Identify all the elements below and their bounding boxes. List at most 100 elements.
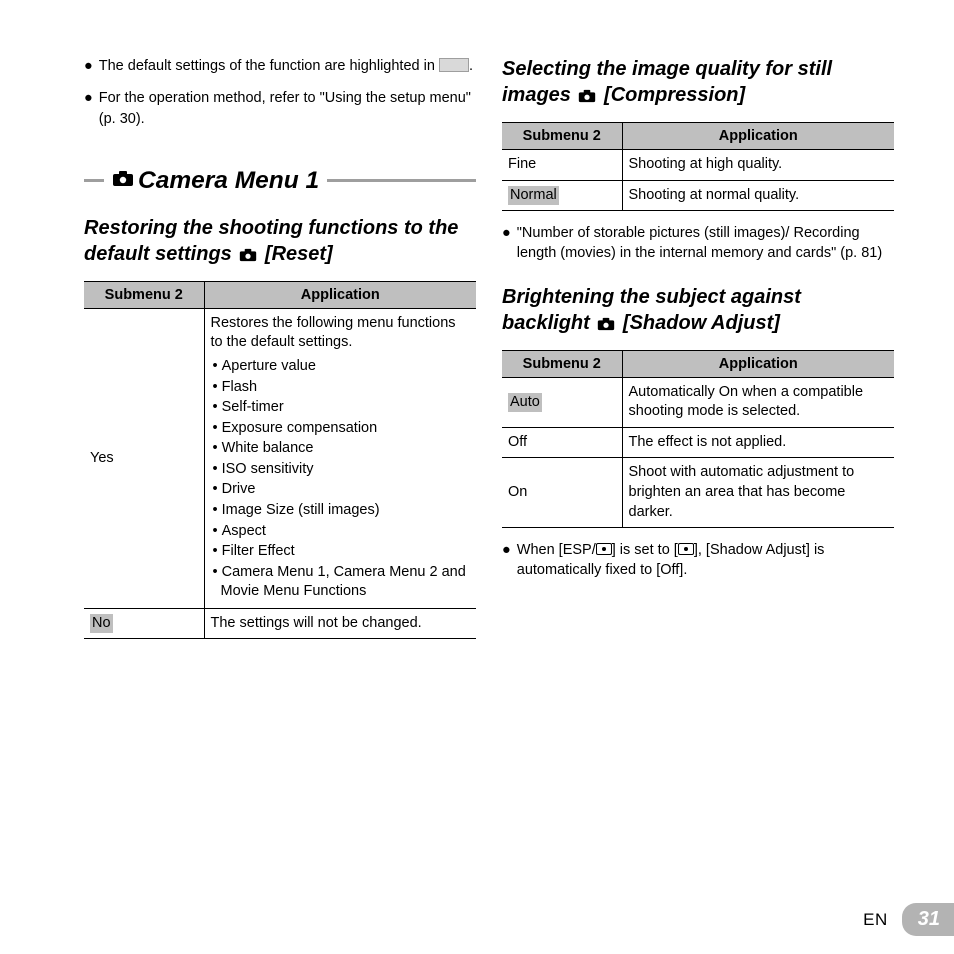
note-text: For the operation method, refer to "Usin… — [99, 88, 476, 129]
list-item: • Camera Menu 1, Camera Menu 2 and Movie… — [211, 563, 471, 602]
spot-metering-icon — [596, 543, 612, 555]
note-part-b: . — [469, 58, 473, 74]
cell-submenu: No — [84, 608, 204, 639]
cell-submenu: Auto — [502, 377, 622, 427]
spot-metering-icon — [678, 543, 694, 555]
list-item-label: Exposure compensation — [222, 420, 378, 436]
shadow-table: Submenu 2 Application Auto Automatically… — [502, 350, 894, 528]
table-header-row: Submenu 2 Application — [502, 350, 894, 377]
highlighted-default: No — [90, 614, 113, 634]
note-text: The default settings of the function are… — [99, 56, 476, 76]
heading-text-b: [Reset] — [259, 243, 332, 265]
list-item-label: Filter Effect — [222, 543, 295, 559]
highlight-swatch — [439, 58, 469, 72]
table-row: Auto Automatically On when a compatible … — [502, 377, 894, 427]
list-item: • Image Size (still images) — [211, 501, 471, 521]
reset-heading: Restoring the shooting functions to the … — [84, 215, 476, 269]
th-submenu: Submenu 2 — [502, 350, 622, 377]
two-column-layout: ● The default settings of the function a… — [84, 56, 894, 639]
cell-submenu: Yes — [84, 308, 204, 608]
page-number-badge: 31 — [902, 903, 954, 936]
table-row: Off The effect is not applied. — [502, 427, 894, 458]
note-shadow-fixed: ● When [ESP/] is set to [], [Shadow Adju… — [502, 540, 894, 581]
list-item: • Filter Effect — [211, 542, 471, 562]
list-item: • Drive — [211, 480, 471, 500]
list-item-label: Aperture value — [222, 358, 316, 374]
note-storable-pictures: ● "Number of storable pictures (still im… — [502, 223, 894, 264]
heading-text-b: [Shadow Adjust] — [617, 312, 780, 334]
right-column: Selecting the image quality for still im… — [502, 56, 894, 639]
bullet-icon: ● — [502, 540, 511, 581]
camera-icon — [239, 243, 257, 269]
list-item-label: Flash — [222, 379, 257, 395]
bullet-icon: ● — [84, 56, 93, 76]
table-row: Yes Restores the following menu function… — [84, 308, 476, 608]
th-application: Application — [204, 281, 476, 308]
highlighted-default: Auto — [508, 393, 542, 413]
th-submenu: Submenu 2 — [502, 123, 622, 150]
bullet-icon: ● — [84, 88, 93, 129]
bullet-icon: ● — [502, 223, 511, 264]
list-item: • Self-timer — [211, 398, 471, 418]
list-item: • ISO sensitivity — [211, 460, 471, 480]
reset-intro: Restores the following menu functions to… — [211, 315, 456, 351]
rule-right — [327, 179, 476, 182]
list-item-label: Self-timer — [222, 399, 284, 415]
table-header-row: Submenu 2 Application — [84, 281, 476, 308]
rule-left — [84, 179, 104, 182]
cell-application: The effect is not applied. — [622, 427, 894, 458]
th-application: Application — [622, 350, 894, 377]
list-item-label: Drive — [222, 481, 256, 497]
table-row: On Shoot with automatic adjustment to br… — [502, 458, 894, 528]
list-item: • Aperture value — [211, 357, 471, 377]
reset-table: Submenu 2 Application Yes Restores the f… — [84, 281, 476, 639]
section-title: Camera Menu 1 — [138, 167, 319, 195]
cell-submenu: On — [502, 458, 622, 528]
cell-application: Shoot with automatic adjustment to brigh… — [622, 458, 894, 528]
highlighted-default: Normal — [508, 186, 559, 206]
table-row: Normal Shooting at normal quality. — [502, 180, 894, 211]
list-item-label: ISO sensitivity — [222, 461, 314, 477]
table-row: No The settings will not be changed. — [84, 608, 476, 639]
note-part-a: When [ESP/ — [517, 542, 596, 558]
table-row: Fine Shooting at high quality. — [502, 150, 894, 181]
reset-item-list: • Aperture value • Flash • Self-timer • … — [211, 357, 471, 602]
list-item: • Flash — [211, 378, 471, 398]
cell-application: The settings will not be changed. — [204, 608, 476, 639]
list-item: • Aspect — [211, 522, 471, 542]
list-item-label: Aspect — [222, 523, 266, 539]
camera-icon — [578, 84, 596, 110]
note-operation-method: ● For the operation method, refer to "Us… — [84, 88, 476, 129]
list-item: • White balance — [211, 439, 471, 459]
page: ● The default settings of the function a… — [0, 0, 954, 954]
list-item-label: Camera Menu 1, Camera Menu 2 and Movie M… — [221, 564, 466, 600]
note-text: "Number of storable pictures (still imag… — [517, 223, 894, 264]
note-default-highlight: ● The default settings of the function a… — [84, 56, 476, 76]
left-column: ● The default settings of the function a… — [84, 56, 476, 639]
note-part-a: The default settings of the function are… — [99, 58, 439, 74]
section-heading-row: Camera Menu 1 — [84, 167, 476, 195]
cell-application: Automatically On when a compatible shoot… — [622, 377, 894, 427]
compression-table: Submenu 2 Application Fine Shooting at h… — [502, 122, 894, 211]
list-item: • Exposure compensation — [211, 419, 471, 439]
language-label: EN — [863, 910, 888, 930]
cell-submenu: Off — [502, 427, 622, 458]
cell-application: Shooting at high quality. — [622, 150, 894, 181]
page-footer: EN 31 — [863, 903, 954, 936]
note-part-b: ] is set to [ — [612, 542, 678, 558]
cell-submenu: Fine — [502, 150, 622, 181]
heading-text-b: [Compression] — [598, 84, 745, 106]
th-submenu: Submenu 2 — [84, 281, 204, 308]
list-item-label: White balance — [222, 440, 314, 456]
camera-icon — [112, 170, 134, 192]
list-item-label: Image Size (still images) — [222, 502, 380, 518]
th-application: Application — [622, 123, 894, 150]
compression-heading: Selecting the image quality for still im… — [502, 56, 894, 110]
cell-application: Restores the following menu functions to… — [204, 308, 476, 608]
cell-application: Shooting at normal quality. — [622, 180, 894, 211]
shadow-heading: Brightening the subject against backligh… — [502, 284, 894, 338]
note-text: When [ESP/] is set to [], [Shadow Adjust… — [517, 540, 894, 581]
cell-submenu: Normal — [502, 180, 622, 211]
table-header-row: Submenu 2 Application — [502, 123, 894, 150]
camera-icon — [597, 312, 615, 338]
